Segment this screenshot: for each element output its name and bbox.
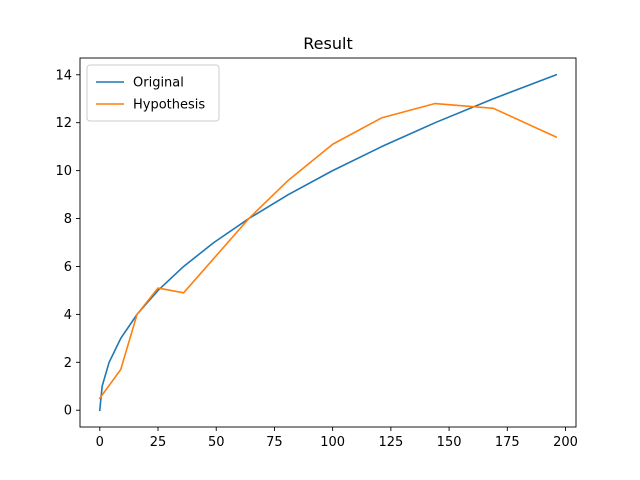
y-tick-label: 10 [55, 164, 72, 179]
series-line-hypothesis [98, 102, 558, 400]
series-lines [98, 73, 558, 412]
y-tick-label: 8 [64, 212, 72, 227]
x-tick-label: 125 [378, 435, 403, 450]
axes-frame [79, 57, 577, 428]
plot-area [98, 73, 558, 412]
axes: 0 25 50 75 100 125 150 175 200 0 2 4 6 8 10 12 14 [55, 57, 578, 450]
y-tick-label: 14 [55, 68, 72, 83]
x-tick-label: 75 [266, 435, 283, 450]
y-tick-label: 6 [64, 260, 72, 275]
series-line-original [98, 73, 558, 412]
legend: Original Hypothesis [86, 64, 220, 122]
x-tick-label: 175 [495, 435, 520, 450]
x-tick-label: 25 [150, 435, 167, 450]
chart-title: Result [303, 34, 352, 53]
y-tick-label: 4 [64, 308, 72, 323]
legend-label-original: Original [133, 76, 184, 91]
y-tick-label: 2 [64, 356, 72, 371]
y-tick-label: 12 [55, 116, 72, 131]
legend-box [86, 64, 220, 122]
legend-label-hypothesis: Hypothesis [133, 98, 205, 113]
y-tick-label: 0 [64, 404, 72, 419]
x-tick-label: 200 [553, 435, 578, 450]
x-tick-label: 50 [208, 435, 225, 450]
x-tick-label: 0 [96, 435, 104, 450]
x-tick-label: 100 [320, 435, 345, 450]
x-tick-label: 150 [437, 435, 462, 450]
